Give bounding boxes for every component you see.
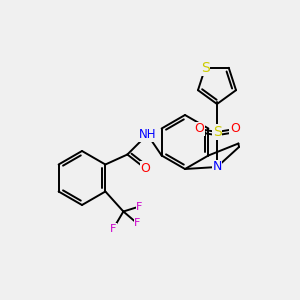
Text: S: S [213,125,221,139]
Text: O: O [230,122,240,136]
Text: NH: NH [139,128,156,141]
Text: S: S [201,61,210,75]
Text: F: F [110,224,117,233]
Text: N: N [212,160,222,173]
Text: F: F [134,218,141,229]
Text: F: F [136,202,142,212]
Text: O: O [140,162,150,175]
Text: O: O [194,122,204,136]
